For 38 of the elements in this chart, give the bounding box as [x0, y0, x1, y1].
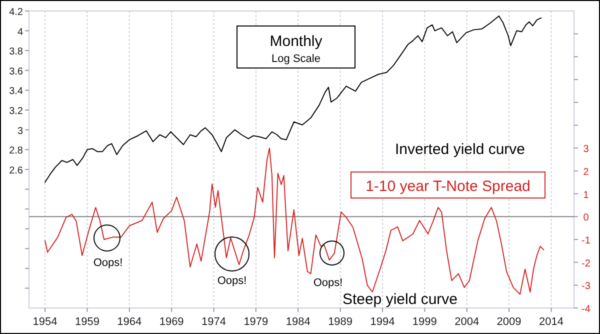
- y2-tick-label: 3: [583, 144, 590, 156]
- y-tick-label: 4.2: [9, 7, 24, 18]
- y-tick-label: 2.8: [9, 146, 24, 157]
- y2-tick-label: -3: [582, 281, 591, 292]
- y2-tick-label: -4: [582, 304, 591, 315]
- x-tick-label: 1994: [370, 316, 395, 328]
- y-tick-label: 3: [17, 126, 24, 137]
- x-tick-label: 2009: [496, 316, 522, 328]
- y2-tick-label: 0: [583, 212, 590, 224]
- y2-tick-label: -1: [582, 235, 591, 246]
- x-tick-label: 1974: [202, 316, 226, 328]
- x-tick-label: 1969: [159, 316, 184, 328]
- y2-tick-label: -2: [582, 258, 591, 270]
- y-tick-label: 3.4: [9, 86, 24, 98]
- annotation: Oops!: [313, 277, 343, 289]
- text: Monthly: [270, 33, 323, 50]
- y2-tick-label: 1: [583, 190, 590, 201]
- x-tick-label: 1959: [74, 316, 100, 328]
- x-tick-label: 2014: [538, 316, 564, 328]
- y-tick-label: 4: [17, 26, 24, 38]
- text: Log Scale: [272, 53, 320, 65]
- annotation: Oops!: [217, 275, 247, 287]
- annotation: Steep yield curve: [342, 291, 458, 308]
- y-tick-label: 3.2: [9, 106, 24, 117]
- y-tick-label: 3.6: [9, 66, 24, 78]
- series-label: 1-10 year T-Note Spread: [366, 178, 530, 195]
- x-tick-label: 1954: [32, 316, 58, 328]
- y2-tick-label: 2: [583, 166, 590, 178]
- y-tick-label: 3.8: [9, 46, 24, 58]
- annotation: Oops!: [93, 257, 123, 269]
- x-tick-label: 1964: [117, 316, 142, 328]
- x-tick-label: 1989: [328, 316, 353, 328]
- annotation: Inverted yield curve: [394, 141, 526, 158]
- x-tick-label: 1984: [286, 316, 310, 328]
- x-tick-label: 1979: [244, 316, 268, 328]
- x-tick-label: 2004: [454, 316, 480, 328]
- x-tick-label: 1999: [412, 316, 437, 328]
- y-tick-label: 2.6: [9, 165, 24, 176]
